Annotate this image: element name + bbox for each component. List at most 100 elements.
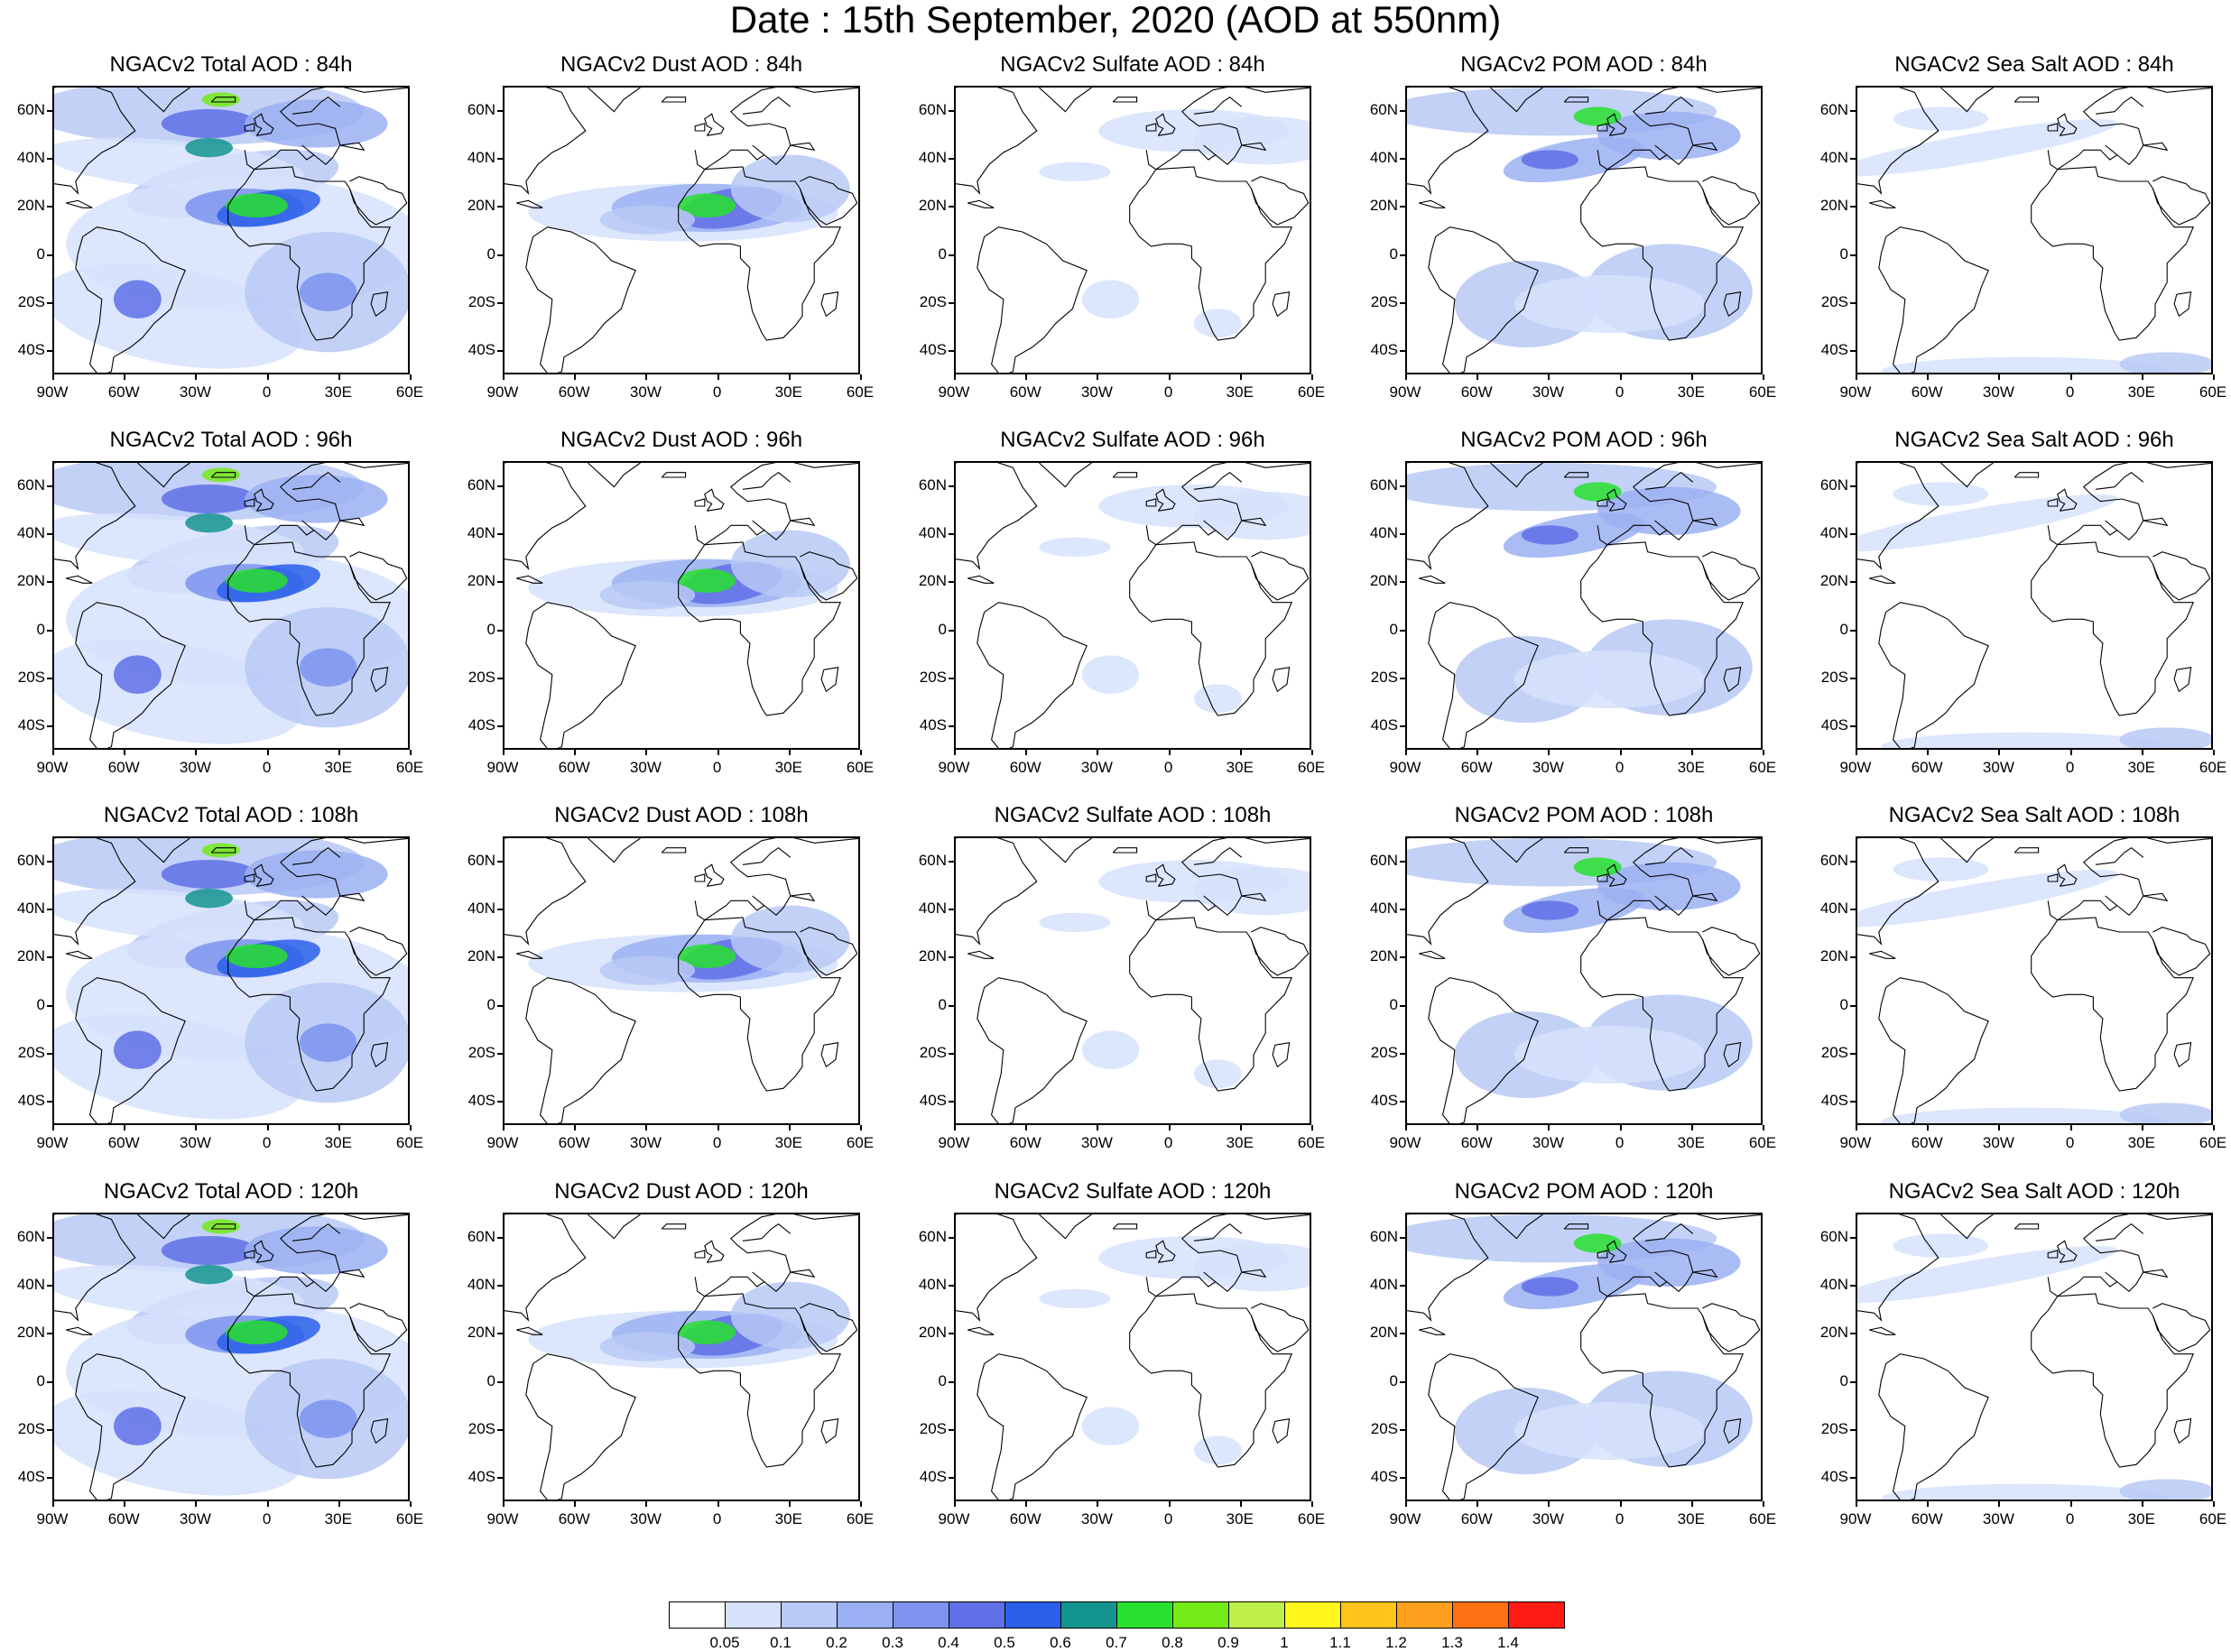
coastline [2013,1223,2040,1230]
latitude-label: 20S [17,293,45,310]
coastline [2152,551,2211,601]
latitude-tick [1400,1236,1405,1239]
aod-field [54,88,408,373]
latitude-label: 60N [16,100,45,118]
longitude-tick [2069,750,2072,755]
latitude-label: 20N [918,947,947,965]
colorbar-swatch [1340,1601,1397,1629]
colorbar-swatch [781,1601,838,1629]
coastline [1644,847,1694,865]
latitude-label: 20S [1370,1420,1398,1437]
latitude-tick [497,1236,503,1239]
coastline [1407,463,1489,570]
latitude-tick [497,909,503,910]
aod-plume [1881,356,2168,373]
longitude-tick [788,1125,791,1131]
longitude-tick [1763,1125,1764,1131]
longitude-tick [1619,1125,1622,1131]
coastline [977,1353,1088,1500]
coastline [2013,847,2040,854]
coastline [2057,863,2078,887]
coastline [1112,472,1138,478]
longitude-tick [645,750,648,755]
colorbar-swatch [1060,1601,1117,1629]
longitude-label: 30E [324,759,352,776]
longitude-label: 30W [1080,383,1113,401]
latitude-label: 20N [467,572,495,590]
latitude-tick [497,302,503,304]
latitude-tick [47,254,52,256]
coastline [2095,847,2144,865]
coastline [2013,97,2040,103]
longitude-tick [2141,1125,2143,1131]
latitude-label: 40S [919,1092,947,1110]
latitude-tick [949,1477,954,1480]
coastline [516,950,543,959]
latitude-tick [497,860,503,863]
longitude-label: 30E [324,383,352,401]
longitude-label: 60W [1460,759,1493,776]
latitude-tick [949,725,954,728]
colorbar-label: 0.3 [882,1634,903,1651]
coastline [1250,927,1310,976]
aod-map [503,1213,860,1501]
longitude-label: 30W [629,1510,662,1527]
longitude-tick [1311,750,1313,755]
map-panel-pom-120h: NGACv2 POM AOD : 120h 60N 40N 20N 0 20S 40S 90W… [1370,1178,1776,1527]
panel-title: NGACv2 Sea Salt AOD : 96h [1894,428,2174,452]
latitude-label: 20N [1369,572,1398,590]
aod-plume [1081,655,1140,694]
longitude-tick [1998,1125,2001,1131]
colorbar-label: 0.05 [709,1634,740,1651]
longitude-label: 0 [262,759,272,776]
longitude-label: 60W [1009,1510,1041,1527]
latitude-label: 20S [467,293,495,310]
aod-field [1407,88,1761,373]
latitude-tick [1400,581,1405,584]
longitude-tick [1239,750,1242,755]
coastline [1723,1418,1742,1444]
aod-plume [1521,1277,1579,1297]
aod-plume [1893,482,1989,506]
aod-plume [201,843,240,858]
latitude-label: 40S [17,341,45,359]
aod-plume [1521,900,1579,920]
aod-map [503,86,860,374]
panel-title: NGACv2 Sulfate AOD : 84h [1000,52,1265,77]
aod-plume [599,955,696,985]
coastline [505,838,587,946]
latitude-tick [1400,1053,1405,1055]
longitude-tick [410,374,412,380]
coastline [977,226,1088,373]
latitude-tick [949,254,954,256]
longitude-label: 30E [1677,1134,1705,1151]
longitude-label: 60E [1748,1134,1777,1151]
aod-plume [185,513,233,533]
map-panel-sulfate-84h: NGACv2 Sulfate AOD : 84h 60N 40N 20N 0 20S 40S… [919,51,1325,401]
longitude-tick [1619,374,1622,380]
longitude-label: 60E [1297,1134,1326,1151]
coastline [799,1303,858,1352]
coastline [137,463,190,488]
coastline [1428,1353,1539,1500]
latitude-label: 20N [1369,197,1398,215]
colorbar-label: 1 [1280,1634,1289,1651]
longitude-label: 60W [1460,1510,1493,1527]
latitude-label: 40S [1820,716,1848,734]
coastline [505,1214,587,1322]
latitude-label: 20N [467,947,495,965]
longitude-label: 60E [2199,1510,2227,1527]
coastline [75,602,186,748]
colorbar-swatch [1284,1601,1341,1629]
longitude-tick [1405,1125,1407,1131]
coastline [956,88,1038,195]
colorbar-label: 0.7 [1106,1634,1127,1651]
latitude-label: 40S [17,1092,45,1110]
colorbar-swatch [1508,1601,1565,1629]
latitude-tick [949,350,954,353]
latitude-label: 0 [1389,1371,1398,1389]
panel-title: NGACv2 Sulfate AOD : 96h [1000,428,1265,452]
latitude-tick [1400,678,1405,679]
coastline [1606,113,1627,136]
coastline [2057,488,2078,512]
